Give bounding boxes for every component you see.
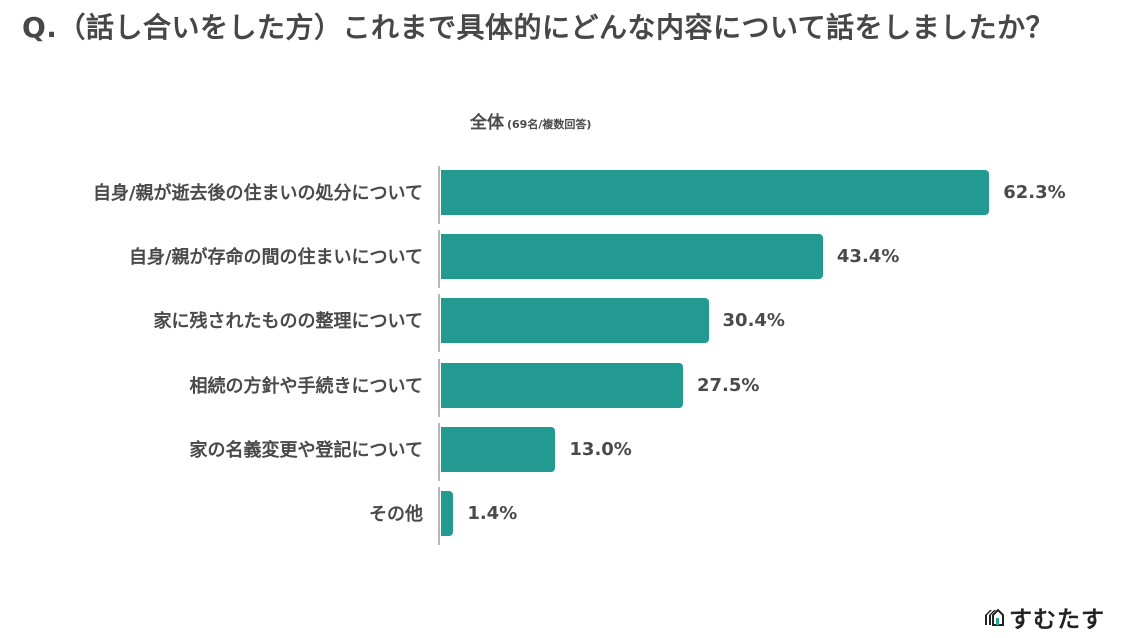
bar-row: 自身/親が逝去後の住まいの処分について 62.3% — [0, 166, 1123, 234]
bar-label: その他 — [369, 504, 423, 525]
chart-subtitle: 全体 (69名/複数回答) — [470, 108, 591, 133]
house-logo-icon — [985, 608, 1004, 626]
axis-line — [438, 294, 440, 353]
bar-label: 自身/親が存命の間の住まいについて — [128, 247, 423, 269]
bar-value: 43.4% — [836, 246, 900, 268]
axis-line — [438, 166, 440, 224]
bar — [441, 234, 823, 280]
bar-row: 自身/親が存命の間の住まいについて 43.4% — [0, 230, 1123, 298]
bar-label: 家の名義変更や登記について — [189, 439, 423, 461]
brand-logo: すむたす — [983, 600, 1105, 634]
bar-row: 家の名義変更や登記について 13.0% — [0, 422, 1123, 491]
bar-value: 27.5% — [697, 374, 760, 396]
bar-row: 家に残されたものの整理について 30.4% — [0, 294, 1123, 362]
subtitle-note: (69名/複数回答) — [507, 118, 592, 131]
bar-label: 家に残されたものの整理について — [153, 311, 423, 333]
bar — [441, 170, 990, 215]
subtitle-main: 全体 — [470, 113, 504, 133]
bar — [441, 426, 556, 472]
axis-line — [438, 358, 440, 417]
axis-line — [438, 487, 440, 545]
bar-value: 62.3% — [1003, 182, 1066, 203]
bar-label: 相続の方針や手続きについて — [189, 375, 423, 397]
bar-label: 自身/親が逝去後の住まいの処分について — [92, 183, 423, 204]
bar — [441, 362, 683, 408]
bar-value: 1.4% — [467, 503, 518, 524]
chart-title: Q.（話し合いをした方）これまで具体的にどんな内容について話をしましたか？ — [22, 11, 1055, 44]
bar-row: その他 1.4% — [0, 487, 1123, 555]
bar-value: 13.0% — [569, 438, 632, 460]
logo-text: すむたす — [1009, 607, 1105, 633]
axis-line — [438, 422, 440, 481]
bar-value: 30.4% — [722, 310, 785, 332]
bar — [441, 298, 709, 344]
bar — [441, 491, 454, 536]
bar-row: 相続の方針や手続きについて 27.5% — [0, 358, 1123, 427]
axis-line — [438, 230, 440, 289]
